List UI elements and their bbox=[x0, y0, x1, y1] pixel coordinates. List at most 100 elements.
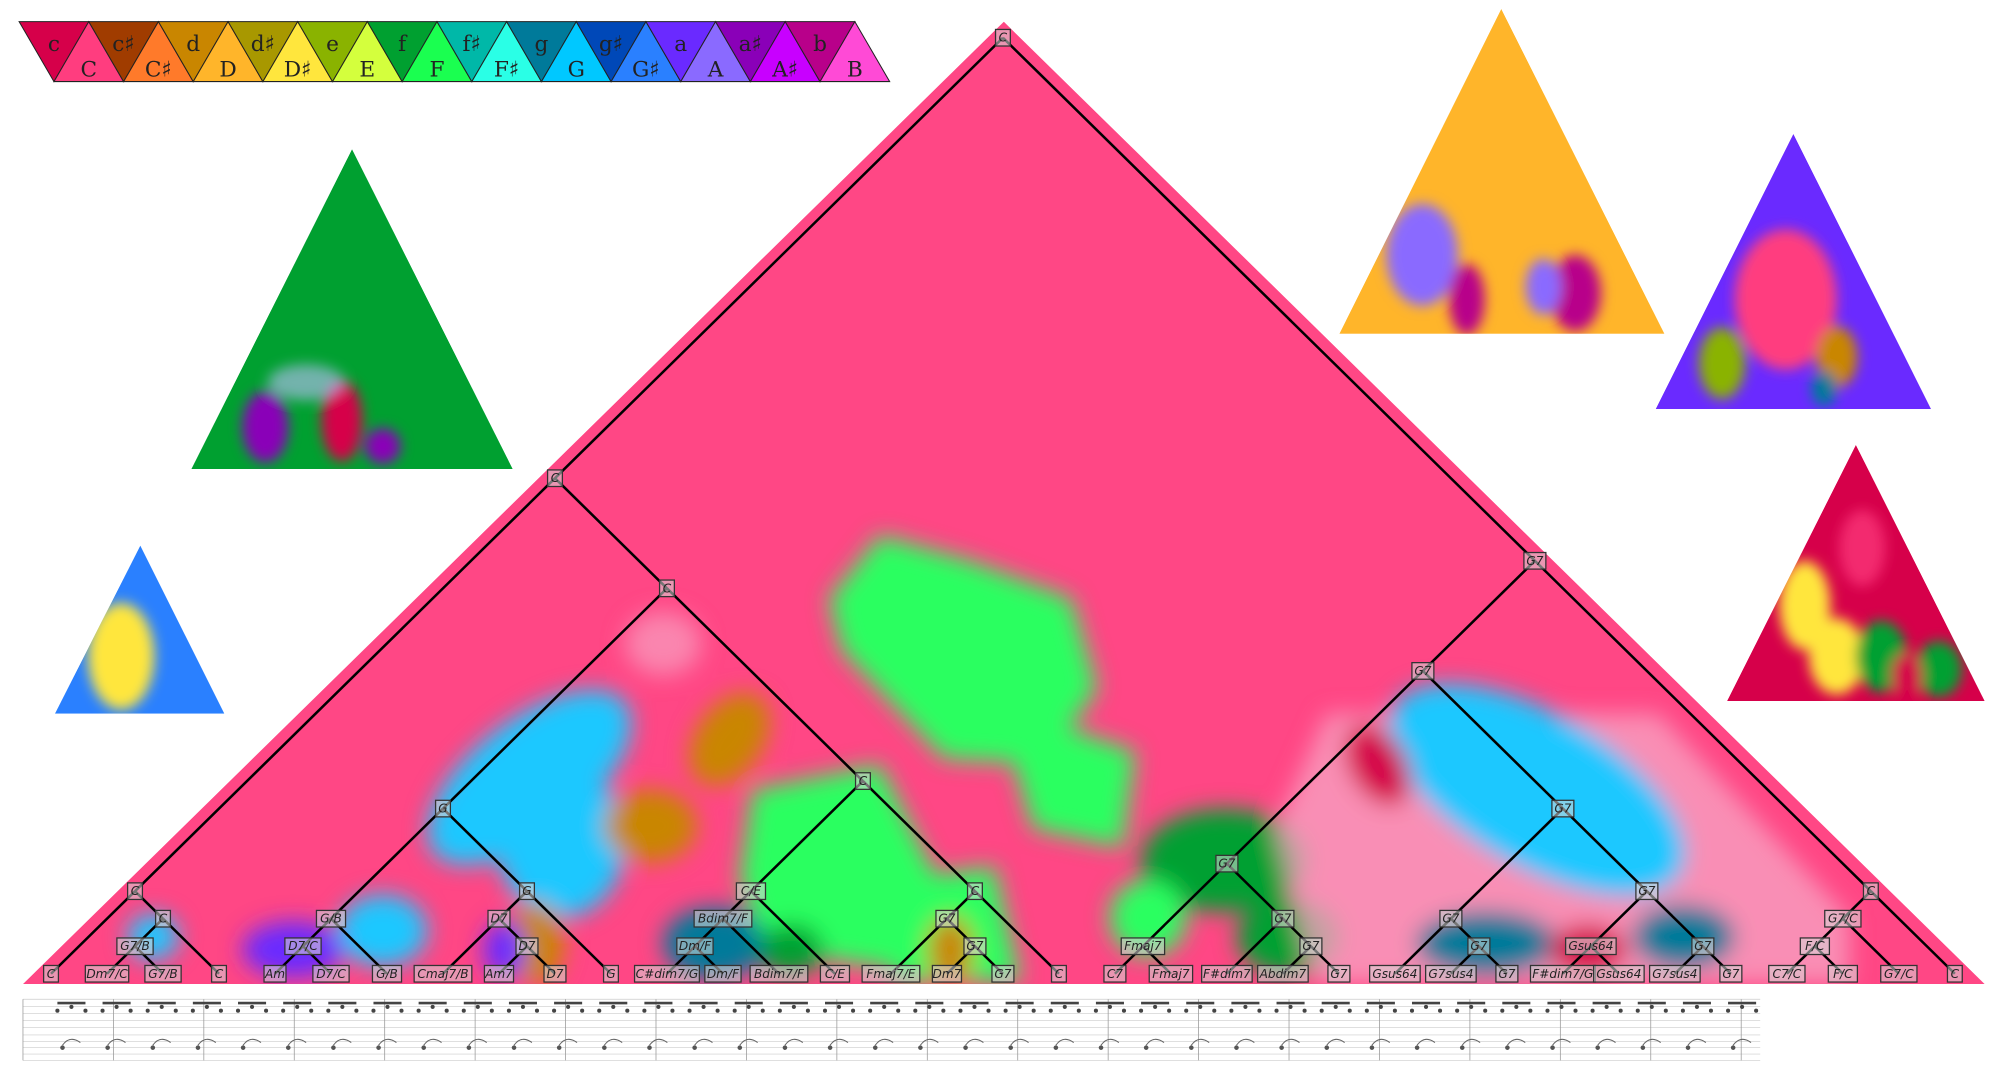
tree-node[interactable]: G7 bbox=[1299, 937, 1323, 956]
note-head bbox=[489, 1008, 494, 1013]
tree-leaf[interactable]: Abdim7 bbox=[1257, 964, 1309, 983]
tree-node[interactable]: G7 bbox=[963, 937, 987, 956]
tree-node[interactable]: C bbox=[126, 882, 144, 901]
note-head bbox=[805, 1008, 810, 1013]
chord-label: G/B bbox=[376, 967, 398, 981]
tree-leaf[interactable]: C#dim7/G bbox=[633, 964, 700, 983]
tree-node[interactable]: Gsus64 bbox=[1564, 937, 1617, 956]
tree-node[interactable]: C bbox=[1862, 882, 1879, 901]
tree-leaf[interactable]: C/E bbox=[819, 964, 851, 983]
tree-leaf[interactable]: G7 bbox=[991, 964, 1015, 983]
tree-node[interactable]: F/C bbox=[1799, 937, 1831, 956]
tree-leaf[interactable]: Gsus64 bbox=[1592, 964, 1645, 983]
tree-node[interactable]: G7 bbox=[1271, 909, 1295, 928]
tree-leaf[interactable]: Gsus64 bbox=[1369, 964, 1421, 983]
tree-node[interactable]: D7 bbox=[487, 909, 511, 928]
chord-label-box bbox=[1257, 964, 1309, 983]
tree-node[interactable]: C bbox=[966, 882, 983, 901]
chord-label: C bbox=[971, 884, 980, 898]
note-head bbox=[1184, 1008, 1189, 1013]
note-head bbox=[511, 1045, 517, 1050]
chord-label-box bbox=[144, 964, 182, 983]
tree-node[interactable]: Dm/F bbox=[676, 937, 714, 956]
note-head bbox=[1324, 1045, 1330, 1050]
tree-leaf[interactable]: G7/B bbox=[144, 964, 182, 983]
tree-node[interactable]: C bbox=[994, 28, 1011, 47]
note-head bbox=[1726, 1008, 1731, 1013]
tree-edge bbox=[162, 917, 220, 975]
tree-edge bbox=[554, 36, 1004, 480]
legend-key-label: D♯ bbox=[284, 57, 312, 82]
tree-node[interactable]: C bbox=[854, 772, 871, 790]
tree-node[interactable]: D7 bbox=[515, 937, 539, 956]
tree-node[interactable]: G7 bbox=[1467, 937, 1491, 956]
tree-leaf[interactable]: Dm/F bbox=[704, 964, 742, 983]
tree-leaf[interactable]: F#dim7 bbox=[1201, 964, 1253, 983]
tree-leaf[interactable]: Fmaj7/E bbox=[861, 964, 921, 983]
tree-node[interactable]: G7 bbox=[1691, 937, 1715, 956]
note-head bbox=[1409, 1008, 1415, 1013]
note-slur bbox=[1732, 1038, 1752, 1046]
tree-node[interactable]: C bbox=[658, 579, 675, 598]
tree-node[interactable]: G7 bbox=[1551, 799, 1575, 818]
tree-leaf[interactable]: C bbox=[42, 964, 60, 983]
tree-leaf[interactable]: C bbox=[210, 964, 228, 983]
tree-node[interactable]: G7 bbox=[1411, 662, 1435, 680]
tree-leaf[interactable]: G bbox=[602, 964, 620, 983]
note-head bbox=[1319, 1008, 1324, 1013]
tree-leaf[interactable]: Dm7 bbox=[931, 964, 963, 983]
tree-leaf[interactable]: G7 bbox=[1719, 964, 1743, 983]
tree-node[interactable]: G7 bbox=[1215, 854, 1239, 873]
tree-leaf[interactable]: C bbox=[1946, 964, 1963, 983]
tree-node[interactable]: Bdim7/F bbox=[693, 909, 753, 928]
tree-leaf[interactable]: Fmaj7 bbox=[1148, 964, 1194, 983]
tree-node[interactable]: G7 bbox=[1439, 909, 1463, 928]
tree-leaf[interactable]: G7 bbox=[1327, 964, 1351, 983]
tree-node[interactable]: G/B bbox=[315, 909, 347, 928]
tree-node[interactable]: G bbox=[518, 882, 536, 901]
tree-leaf[interactable]: C7/C bbox=[1768, 964, 1806, 983]
tree-leaf[interactable]: Bdim7/F bbox=[749, 964, 809, 983]
chord-label: Am7 bbox=[484, 967, 513, 981]
tree-leaf[interactable]: Am bbox=[263, 964, 287, 983]
tree-leaf[interactable]: Dm7/C bbox=[84, 964, 130, 983]
tree-leaf[interactable]: D7 bbox=[543, 964, 567, 983]
tree-node[interactable]: C bbox=[154, 909, 172, 928]
tree-node[interactable]: C bbox=[546, 469, 564, 488]
tree-leaf[interactable]: F#dim7/G bbox=[1529, 964, 1596, 983]
tree-leaf[interactable]: C7 bbox=[1103, 964, 1127, 983]
chord-label: C bbox=[215, 967, 224, 981]
tree-node[interactable]: G7/B bbox=[116, 937, 154, 956]
chord-label: C bbox=[131, 884, 140, 898]
tree-leaf[interactable]: G7 bbox=[1495, 964, 1519, 983]
tree-node[interactable]: G bbox=[434, 799, 452, 818]
tree-leaf[interactable]: C bbox=[1050, 964, 1067, 983]
note-head bbox=[114, 1004, 119, 1009]
tree-node[interactable]: C/E bbox=[735, 882, 767, 901]
note-head bbox=[1139, 1008, 1144, 1013]
tree-node[interactable]: G7 bbox=[935, 909, 959, 928]
tree-leaf[interactable]: Cmaj7/B bbox=[413, 964, 473, 983]
tree-node[interactable]: D7/C bbox=[284, 937, 322, 956]
tree-node[interactable]: Fmaj7 bbox=[1120, 937, 1166, 956]
tree-leaf[interactable]: G7sus4 bbox=[1648, 964, 1701, 983]
chord-label-box bbox=[704, 964, 742, 983]
tree-node[interactable]: G7 bbox=[1635, 882, 1659, 901]
tree-leaf[interactable]: F/C bbox=[1827, 964, 1859, 983]
tree-leaf[interactable]: G7/C bbox=[1880, 964, 1918, 983]
music-score bbox=[22, 998, 1761, 1061]
note-head bbox=[687, 1008, 692, 1013]
tree-leaf[interactable]: G7sus4 bbox=[1424, 964, 1477, 983]
note-head bbox=[746, 1004, 751, 1009]
note-head bbox=[466, 1045, 472, 1050]
chord-label: G7 bbox=[1526, 554, 1543, 568]
tree-leaf[interactable]: G/B bbox=[371, 964, 403, 983]
tree-node[interactable]: G7/C bbox=[1824, 909, 1862, 928]
note-head bbox=[69, 1004, 74, 1009]
tree-leaf[interactable]: Am7 bbox=[483, 964, 515, 983]
tree-edge bbox=[1449, 807, 1564, 920]
note-slur bbox=[1326, 1038, 1345, 1046]
tree-leaf[interactable]: D7/C bbox=[312, 964, 350, 983]
tree-node[interactable]: G7 bbox=[1523, 551, 1547, 570]
